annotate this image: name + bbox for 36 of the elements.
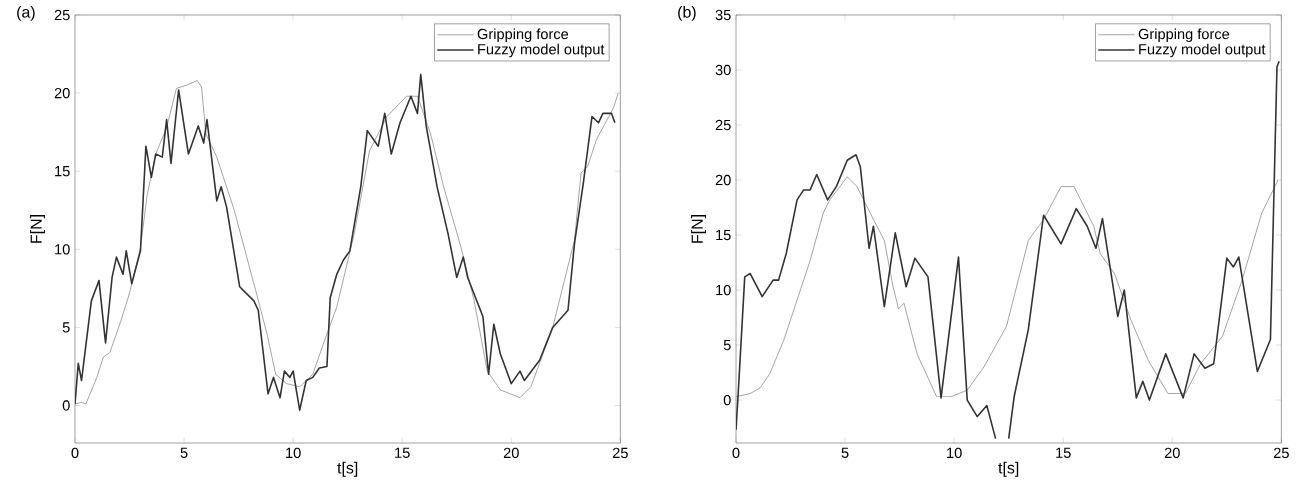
x-tick-label: 10 (947, 447, 962, 459)
y-tick-label: 35 (715, 9, 731, 21)
x-tick-label: 10 (286, 447, 301, 459)
y-tick-label: 20 (54, 87, 70, 99)
x-tick-label: 5 (841, 447, 849, 458)
y-tick-label: 0 (723, 394, 731, 406)
x-tick-label: 25 (1273, 447, 1289, 459)
y-tick-label: 10 (716, 284, 731, 296)
y-tick-label: 25 (715, 119, 731, 131)
y-tick-label: 10 (55, 244, 70, 255)
x-tick-label: 0 (71, 447, 79, 459)
y-axis-title: F[N] (691, 215, 706, 243)
y-tick-label: 15 (55, 166, 70, 177)
legend-label: Gripping force (477, 28, 569, 43)
y-tick-label: 15 (716, 229, 731, 241)
y-tick-label: 25 (54, 9, 70, 21)
chart-title: (a) (17, 6, 35, 21)
x-tick-label: 20 (503, 447, 519, 459)
y-axis-title: F[N] (30, 215, 45, 243)
legend-label: Fuzzy model output (1139, 43, 1266, 58)
x-axis-title: t[s] (998, 461, 1019, 477)
y-tick-label: 5 (62, 322, 70, 333)
x-tick-label: 20 (1164, 447, 1180, 459)
legend-label: Gripping force (1138, 28, 1230, 43)
legend-label: Fuzzy model output (478, 43, 605, 58)
chart-title: (b) (678, 6, 696, 21)
x-tick-label: 0 (732, 447, 740, 459)
y-tick-label: 5 (723, 339, 731, 351)
x-tick-label: 5 (180, 447, 188, 458)
y-tick-label: 20 (715, 174, 731, 186)
x-tick-label: 25 (612, 447, 628, 459)
y-tick-label: 0 (62, 400, 70, 411)
y-tick-label: 30 (715, 64, 731, 76)
x-axis-title: t[s] (337, 461, 358, 477)
x-tick-label: 15 (1056, 447, 1071, 458)
x-tick-label: 15 (395, 447, 410, 458)
